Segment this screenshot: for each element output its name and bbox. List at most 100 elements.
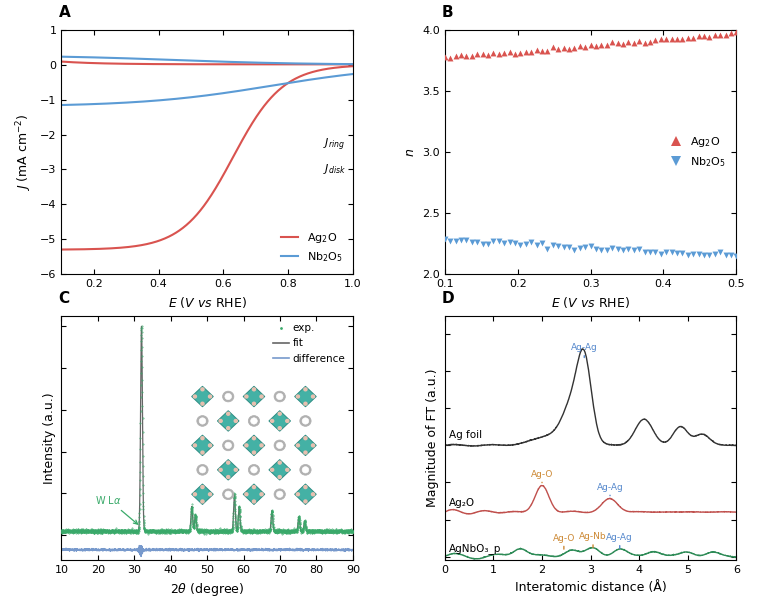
Y-axis label: Intensity (a.u.): Intensity (a.u.) bbox=[43, 392, 56, 484]
Point bbox=[558, 43, 570, 52]
Point bbox=[531, 240, 543, 250]
Text: AgNbO₃_p: AgNbO₃_p bbox=[449, 543, 501, 554]
Point bbox=[542, 244, 554, 254]
Point bbox=[617, 246, 629, 255]
Point bbox=[682, 250, 694, 260]
Point bbox=[606, 38, 618, 47]
Point bbox=[492, 49, 505, 58]
Point bbox=[476, 239, 489, 249]
Point bbox=[509, 49, 521, 58]
Point bbox=[627, 39, 640, 48]
Point bbox=[487, 237, 499, 246]
Point bbox=[714, 30, 726, 40]
Point bbox=[542, 46, 554, 55]
Point bbox=[515, 240, 527, 250]
Text: Ag-Ag: Ag-Ag bbox=[597, 483, 624, 492]
Point bbox=[536, 46, 548, 55]
Point bbox=[622, 37, 634, 46]
Point bbox=[471, 49, 483, 58]
Text: Ag-Ag: Ag-Ag bbox=[571, 343, 597, 352]
Point bbox=[633, 36, 645, 46]
Point bbox=[439, 52, 451, 62]
Point bbox=[444, 53, 456, 63]
Point bbox=[579, 42, 591, 52]
Point bbox=[633, 244, 645, 254]
Point bbox=[536, 238, 548, 248]
Point bbox=[449, 52, 462, 61]
Text: $J_{ring}$: $J_{ring}$ bbox=[324, 136, 345, 153]
Point bbox=[611, 244, 624, 254]
Point bbox=[563, 242, 575, 252]
Point bbox=[584, 241, 597, 250]
Point bbox=[574, 42, 586, 51]
Text: Ag₂O: Ag₂O bbox=[449, 498, 475, 508]
Point bbox=[654, 35, 667, 44]
Point bbox=[595, 245, 607, 254]
Point bbox=[476, 49, 489, 59]
X-axis label: $E$ ($V$ $vs$ RHE): $E$ ($V$ $vs$ RHE) bbox=[168, 294, 246, 309]
Point bbox=[627, 246, 640, 255]
Point bbox=[638, 247, 650, 257]
Point bbox=[568, 245, 581, 254]
Point bbox=[509, 238, 521, 248]
Point bbox=[439, 234, 451, 243]
Point bbox=[455, 50, 467, 60]
Point bbox=[725, 29, 737, 38]
Point bbox=[584, 41, 597, 50]
Point bbox=[552, 241, 565, 251]
Point bbox=[693, 31, 705, 41]
Point bbox=[666, 247, 678, 257]
Y-axis label: Magnitude of FT (a.u.): Magnitude of FT (a.u.) bbox=[426, 369, 439, 507]
Point bbox=[671, 34, 683, 44]
Point bbox=[515, 48, 527, 58]
Point bbox=[709, 249, 721, 259]
Point bbox=[547, 240, 559, 249]
Point bbox=[466, 237, 478, 247]
Point bbox=[492, 236, 505, 246]
Point bbox=[601, 245, 613, 254]
Y-axis label: $J$ (mA cm$^{-2}$): $J$ (mA cm$^{-2}$) bbox=[15, 113, 35, 191]
Text: $J_{disk}$: $J_{disk}$ bbox=[322, 162, 345, 176]
Y-axis label: $n$: $n$ bbox=[403, 147, 416, 157]
Point bbox=[611, 39, 624, 48]
Point bbox=[525, 47, 538, 57]
X-axis label: Interatomic distance (Å): Interatomic distance (Å) bbox=[515, 581, 667, 594]
Point bbox=[687, 33, 700, 42]
Point bbox=[654, 249, 667, 259]
Text: Ag foil: Ag foil bbox=[449, 430, 482, 440]
Text: C: C bbox=[58, 291, 70, 306]
Point bbox=[574, 243, 586, 252]
Point bbox=[482, 50, 494, 60]
Point bbox=[531, 45, 543, 55]
Point bbox=[719, 30, 732, 40]
Point bbox=[568, 43, 581, 52]
Point bbox=[460, 235, 472, 244]
Point bbox=[520, 47, 532, 57]
Point bbox=[520, 239, 532, 249]
Point bbox=[649, 247, 661, 257]
Text: W L$\alpha$: W L$\alpha$ bbox=[95, 494, 137, 524]
Legend: Ag$_2$O, Nb$_2$O$_5$: Ag$_2$O, Nb$_2$O$_5$ bbox=[277, 226, 347, 269]
Point bbox=[714, 247, 726, 257]
Point bbox=[590, 244, 602, 254]
Point bbox=[666, 34, 678, 44]
Text: Ag-Ag: Ag-Ag bbox=[607, 533, 633, 542]
Point bbox=[503, 237, 515, 247]
Text: A: A bbox=[58, 5, 71, 20]
Point bbox=[563, 44, 575, 54]
Point bbox=[671, 248, 683, 257]
Point bbox=[644, 247, 656, 256]
Point bbox=[709, 30, 721, 40]
Point bbox=[703, 33, 716, 42]
Point bbox=[687, 249, 700, 259]
Point bbox=[660, 35, 673, 44]
Point bbox=[482, 239, 494, 249]
Point bbox=[730, 251, 742, 260]
Point bbox=[617, 39, 629, 49]
Point bbox=[622, 244, 634, 254]
Point bbox=[649, 35, 661, 45]
Point bbox=[590, 41, 602, 51]
Point bbox=[487, 48, 499, 58]
Point bbox=[444, 237, 456, 246]
X-axis label: $E$ ($V$ $vs$ RHE): $E$ ($V$ $vs$ RHE) bbox=[551, 294, 630, 309]
